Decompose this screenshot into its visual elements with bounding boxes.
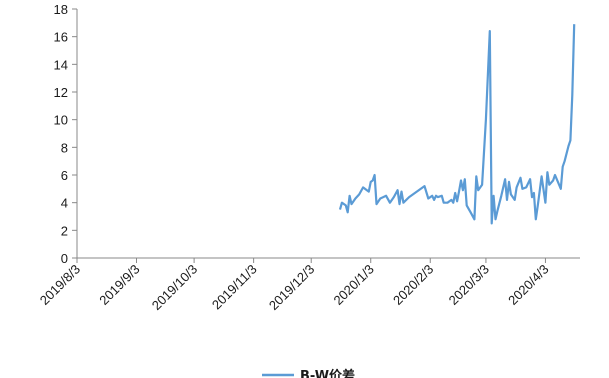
x-tick-label: 2020/1/3 [330, 262, 376, 308]
x-tick-label: 2020/4/3 [505, 262, 551, 308]
x-tick-label: 2019/8/3 [37, 262, 83, 308]
y-tick-label: 14 [54, 57, 68, 72]
x-tick-label: 2019/10/3 [149, 262, 201, 314]
x-tick-label: 2019/12/3 [266, 262, 318, 314]
series-line [338, 24, 576, 225]
x-axis: 2019/8/3 2019/9/3 2019/10/3 2019/11/3 2019/1… [37, 257, 580, 314]
y-tick-label: 12 [54, 85, 68, 100]
y-tick-label: 4 [61, 196, 68, 211]
y-tick-label: 0 [61, 251, 68, 266]
legend-label: B-W价差 [300, 368, 355, 378]
y-tick-label: 16 [54, 30, 68, 45]
y-tick-label: 6 [61, 168, 68, 183]
series-area [338, 24, 576, 225]
y-tick-label: 8 [61, 140, 68, 155]
x-tick-label: 2019/11/3 [209, 262, 260, 313]
y-tick-label: 2 [61, 223, 68, 238]
x-tick-label: 2020/3/3 [446, 262, 492, 308]
x-tick-label: 2020/2/3 [390, 262, 436, 308]
y-axis: 0 2 4 6 8 10 12 14 16 18 [54, 2, 78, 266]
x-tick-label: 2019/9/3 [96, 262, 142, 308]
legend: B-W价差 [262, 368, 355, 378]
y-tick-label: 18 [54, 2, 68, 17]
y-tick-label: 10 [54, 113, 68, 128]
